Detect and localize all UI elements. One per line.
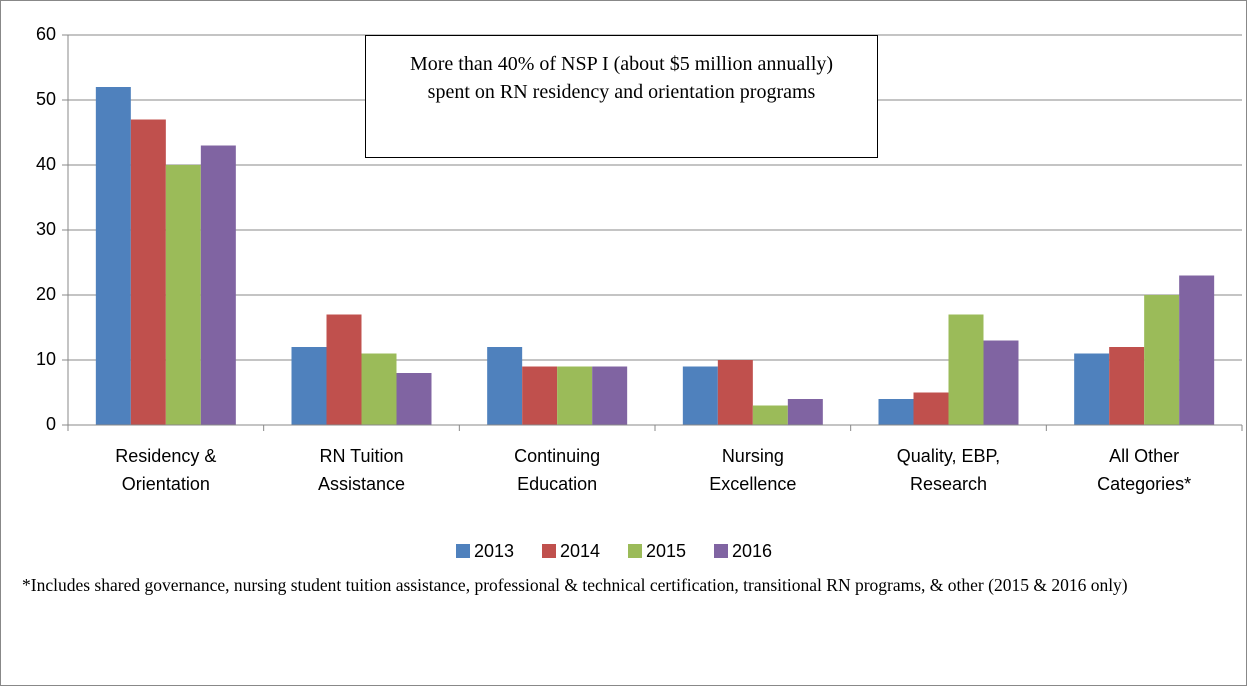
bar: [326, 314, 362, 425]
x-tick-label: RN Tuition Assistance: [317, 446, 406, 494]
bar: [95, 87, 131, 425]
legend-label: 2013: [474, 541, 514, 561]
bar: [983, 340, 1019, 425]
bar: [1109, 347, 1145, 425]
bar: [557, 366, 593, 425]
annotation: More than 40% of NSP I (about $5 million…: [365, 35, 878, 158]
bar: [1074, 353, 1110, 425]
x-tick-label: Continuing Education: [514, 446, 601, 494]
legend-label: 2016: [732, 541, 772, 561]
y-tick-label: 60: [36, 24, 56, 44]
bar: [878, 399, 914, 425]
bar: [396, 373, 432, 425]
x-tick-label: Quality, EBP, Research: [896, 446, 1001, 494]
y-tick-label: 0: [46, 414, 56, 434]
y-tick-label: 10: [36, 349, 56, 369]
bar: [200, 145, 236, 425]
footnote: *Includes shared governance, nursing stu…: [22, 575, 1128, 595]
legend-swatch: [714, 544, 728, 558]
legend-label: 2014: [560, 541, 600, 561]
legend-swatch: [456, 544, 470, 558]
legend-swatch: [628, 544, 642, 558]
bar: [682, 366, 718, 425]
x-tick-label: Nursing Excellence: [709, 446, 797, 494]
legend-swatch: [542, 544, 556, 558]
y-tick-label: 40: [36, 154, 56, 174]
x-tick-label: All Other Categories*: [1097, 446, 1192, 494]
bar: [913, 392, 949, 425]
bar: [487, 347, 523, 425]
bar: [948, 314, 984, 425]
y-tick-label: 30: [36, 219, 56, 239]
y-tick-label: 20: [36, 284, 56, 304]
bar: [1144, 295, 1180, 425]
legend-label: 2015: [646, 541, 686, 561]
x-tick-label: Residency & Orientation: [115, 446, 217, 494]
y-tick-label: 50: [36, 89, 56, 109]
bar: [165, 165, 201, 425]
bar: [717, 360, 753, 425]
bar: [787, 399, 823, 425]
bar: [752, 405, 788, 425]
bar: [592, 366, 628, 425]
bar: [1179, 275, 1215, 425]
bar: [522, 366, 558, 425]
bar: [361, 353, 397, 425]
bar: [130, 119, 166, 425]
bar: [291, 347, 327, 425]
